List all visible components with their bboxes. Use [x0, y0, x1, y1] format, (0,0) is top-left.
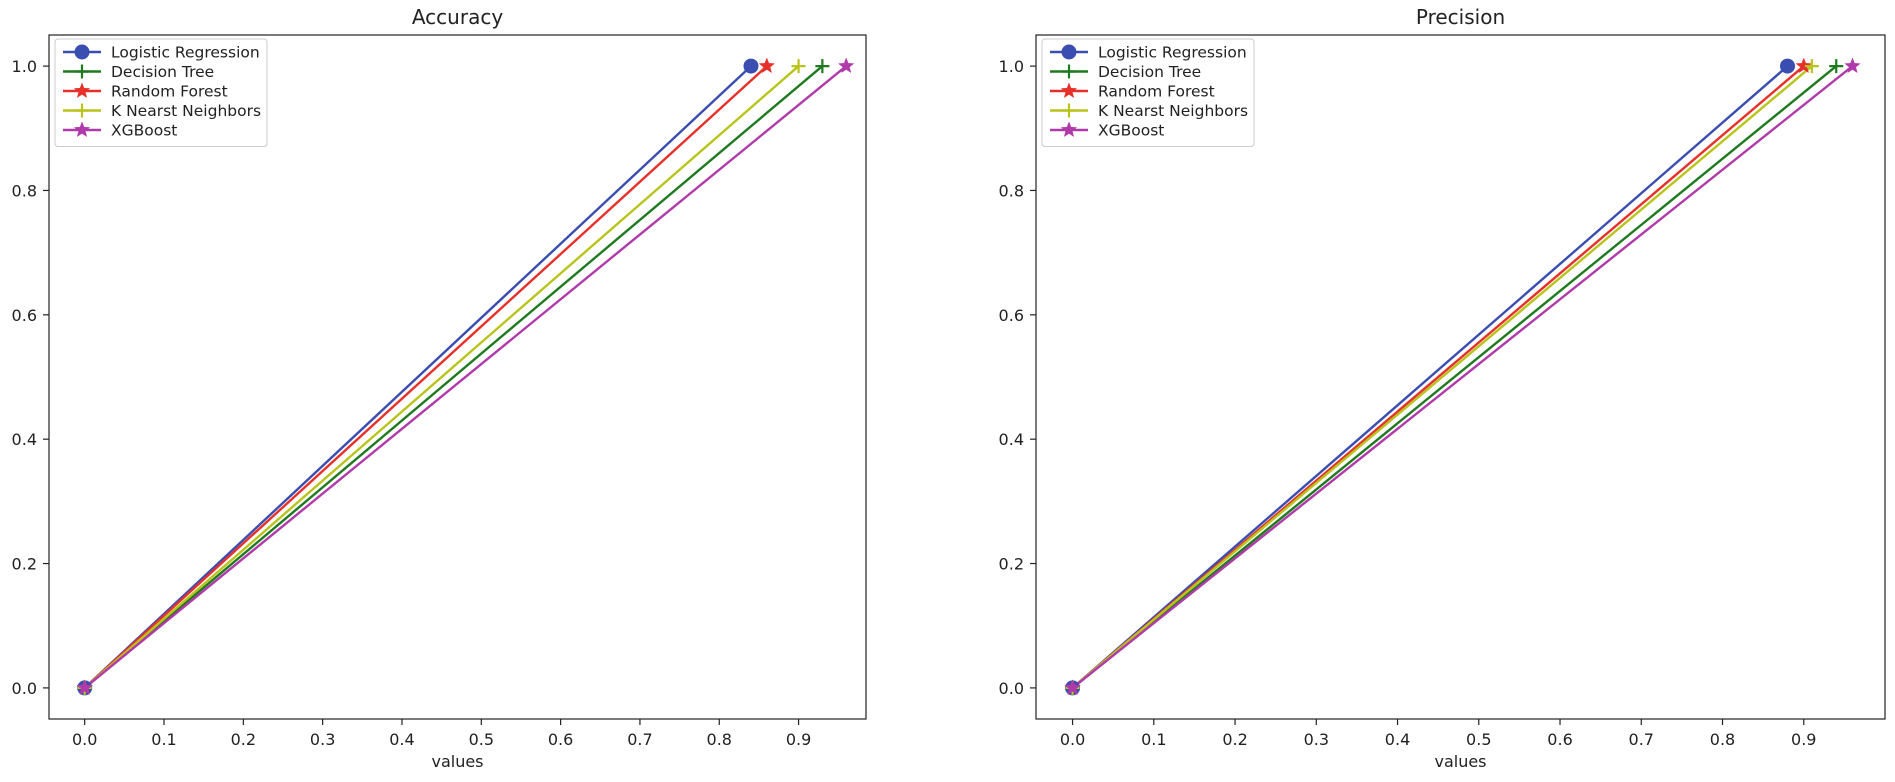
x-tick-label: 0.5 — [469, 730, 494, 749]
series-line-decision-tree — [1071, 65, 1838, 689]
x-tick-label: 0.7 — [1629, 730, 1654, 749]
legend-marker — [1061, 44, 1077, 60]
legend-marker — [1062, 103, 1076, 118]
x-tick-label: 0.5 — [1466, 730, 1491, 749]
legend-label: Decision Tree — [111, 63, 214, 81]
legend-marker — [73, 121, 91, 138]
chart-title: Precision — [1416, 5, 1505, 29]
legend-marker — [1060, 121, 1078, 138]
y-tick-label: 0.6 — [999, 306, 1024, 325]
x-tick-label: 0.1 — [1141, 730, 1166, 749]
y-tick-label: 0.6 — [12, 306, 37, 325]
legend-marker — [74, 44, 90, 60]
legend-label: K Nearst Neighbors — [111, 102, 261, 120]
data-point-k-nearst-neighbors — [791, 59, 806, 74]
data-point-logistic-regression — [1780, 58, 1796, 74]
series-line-xgboost — [1071, 65, 1854, 689]
x-tick-label: 0.8 — [707, 730, 732, 749]
y-tick-label: 0.0 — [12, 679, 37, 698]
x-tick-label: 0.6 — [548, 730, 573, 749]
y-tick-label: 0.4 — [999, 430, 1024, 449]
y-tick-label: 1.0 — [12, 57, 37, 76]
data-point-k-nearst-neighbors — [1804, 59, 1819, 74]
legend-marker — [75, 103, 89, 118]
x-tick-label: 0.9 — [1791, 730, 1816, 749]
series-line-random-forest — [83, 65, 768, 689]
x-axis-label: values — [1434, 752, 1486, 771]
y-tick-label: 0.8 — [12, 181, 37, 200]
x-tick-label: 0.3 — [310, 730, 335, 749]
x-tick-label: 0.7 — [627, 730, 652, 749]
x-tick-label: 0.0 — [72, 730, 97, 749]
axes-frame — [1035, 34, 1886, 720]
x-tick-label: 0.1 — [151, 730, 176, 749]
legend-label: Decision Tree — [1098, 63, 1201, 81]
x-tick-label: 0.4 — [1385, 730, 1410, 749]
legend-label: K Nearst Neighbors — [1098, 102, 1248, 120]
y-tick-label: 0.8 — [999, 181, 1024, 200]
legend-box — [54, 38, 268, 147]
y-tick-label: 0.0 — [999, 679, 1024, 698]
legend-marker — [1060, 82, 1078, 99]
legend-label: XGBoost — [111, 122, 177, 140]
series-line-xgboost — [83, 65, 847, 689]
y-tick-label: 1.0 — [999, 57, 1024, 76]
y-tick-label: 0.4 — [12, 430, 37, 449]
legend-label: XGBoost — [1098, 122, 1164, 140]
legend-marker — [73, 82, 91, 99]
data-point-xgboost — [1844, 57, 1861, 74]
series-line-k-nearst-neighbors — [83, 65, 800, 689]
data-point-decision-tree — [1829, 59, 1844, 74]
axes-frame — [48, 34, 867, 720]
x-tick-label: 0.2 — [231, 730, 256, 749]
x-tick-label: 0.9 — [786, 730, 811, 749]
series-line-decision-tree — [83, 65, 824, 689]
data-point-random-forest — [758, 57, 776, 74]
y-tick-label: 0.2 — [12, 555, 37, 574]
x-tick-label: 0.0 — [1060, 730, 1085, 749]
x-tick-label: 0.3 — [1304, 730, 1329, 749]
x-tick-label: 0.4 — [389, 730, 414, 749]
y-tick-label: 0.2 — [999, 555, 1024, 574]
legend-label: Random Forest — [1098, 83, 1215, 101]
series-line-k-nearst-neighbors — [1071, 65, 1813, 689]
series-line-logistic-regression — [83, 65, 752, 689]
x-tick-label: 0.2 — [1222, 730, 1247, 749]
data-point-xgboost — [837, 57, 855, 74]
legend-label: Logistic Regression — [111, 44, 260, 62]
x-axis-label: values — [431, 752, 483, 771]
legend-marker — [1062, 64, 1076, 79]
accuracy-chart: Accuracy 0.0 0.1 0.2 0.3 0.4 0.5 0.6 0.7 0.8 0.9 0.… — [12, 5, 867, 771]
legend-box — [1041, 38, 1255, 147]
precision-chart: Precision 0.0 0.1 0.2 0.3 0.4 0.5 0.6 0.7 0.8 0.9 0… — [999, 5, 1886, 771]
legend-label: Logistic Regression — [1098, 44, 1247, 62]
legend-marker — [75, 64, 89, 79]
legend-label: Random Forest — [111, 83, 228, 101]
x-tick-label: 0.8 — [1710, 730, 1735, 749]
data-point-logistic-regression — [743, 58, 759, 74]
chart-title: Accuracy — [412, 5, 503, 29]
series-line-logistic-regression — [1071, 65, 1789, 689]
data-point-random-forest — [1795, 57, 1813, 74]
data-point-decision-tree — [815, 59, 830, 74]
x-tick-label: 0.6 — [1547, 730, 1572, 749]
data-point-xgboost — [76, 679, 93, 695]
data-point-xgboost — [1064, 679, 1081, 695]
